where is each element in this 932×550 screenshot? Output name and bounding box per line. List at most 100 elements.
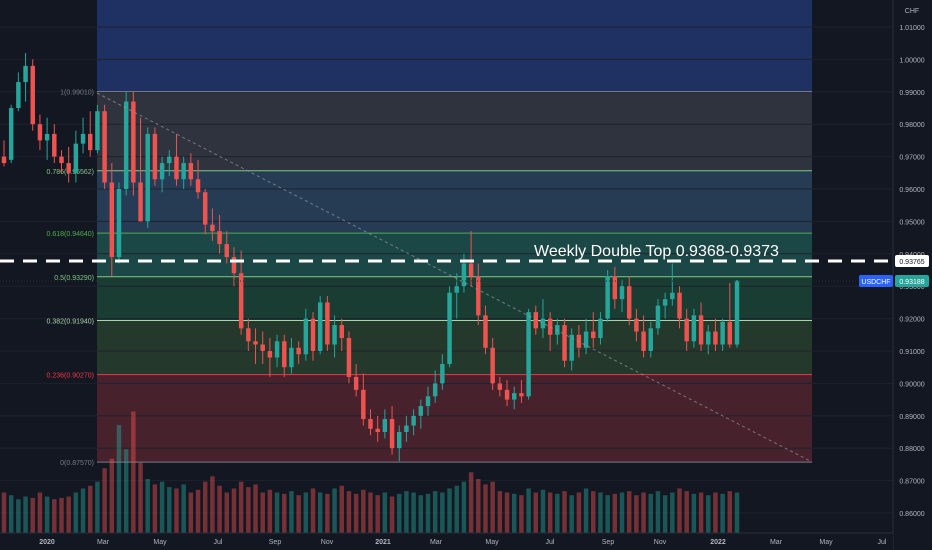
candles <box>1 52 740 462</box>
candle-body <box>569 334 574 361</box>
volume-bar <box>368 492 373 533</box>
candle-body <box>648 328 653 351</box>
time-tick-label: Jul <box>214 539 223 546</box>
candle-body <box>634 318 639 332</box>
fib-levels: 1(0.99010)0.786(0.96562)0.618(0.94640)0.… <box>47 89 812 467</box>
candle-body <box>490 347 495 384</box>
volume-bar <box>490 481 495 533</box>
candle-body <box>533 312 539 329</box>
volume-bar <box>145 479 150 533</box>
volume-bar <box>131 411 136 533</box>
time-tick-label: 2022 <box>710 539 726 546</box>
resistance-price-tag <box>895 255 929 267</box>
fib-label: 0.618(0.94640) <box>47 231 94 238</box>
candle-body <box>80 133 86 144</box>
time-tick-label: May <box>819 539 833 546</box>
time-tick-label: Nov <box>321 539 334 546</box>
volume-bar <box>167 487 172 533</box>
fib-zone <box>97 276 812 321</box>
candle-body <box>389 419 395 449</box>
fib-zones <box>97 0 812 463</box>
candle-body <box>246 328 251 342</box>
volume-bar <box>188 492 194 533</box>
candle-body <box>447 292 452 364</box>
double-top-annotation[interactable]: Weekly Double Top 0.9368-0.9373 <box>534 243 779 260</box>
volume-bar <box>30 497 35 533</box>
candle-body <box>296 347 301 355</box>
price-tick-label: 0.91000 <box>899 349 924 356</box>
volume-bar <box>504 492 510 533</box>
candle-body <box>274 341 280 358</box>
volume-bar <box>8 495 14 533</box>
volume-bar <box>591 491 596 533</box>
volume-bar <box>540 489 546 533</box>
resistance-price-label: 0.93765 <box>899 259 924 266</box>
candle-body <box>727 321 733 345</box>
volume-bar <box>555 493 560 533</box>
candle-body <box>684 318 689 342</box>
price-tick-label: 0.96000 <box>899 187 924 194</box>
candle-body <box>418 406 424 416</box>
candle-body <box>59 156 64 164</box>
volume-bar <box>217 485 222 533</box>
time-tick-label: Nov <box>654 539 667 546</box>
candle-body <box>37 124 43 141</box>
volume-bar <box>634 495 639 533</box>
fib-zone <box>97 374 812 463</box>
candle-body <box>591 331 596 339</box>
currency-label: CHF <box>905 8 919 15</box>
symbol-tag[interactable] <box>859 275 893 287</box>
candle-body <box>375 428 380 432</box>
time-tick-label: May <box>153 539 167 546</box>
time-tick-label: Jul <box>546 539 555 546</box>
volume-bar <box>260 492 265 533</box>
volume-bar <box>476 479 481 533</box>
volume-bar <box>713 492 718 533</box>
candle-body <box>289 347 294 368</box>
volume-bar <box>382 492 388 533</box>
candle-body <box>303 318 309 355</box>
volume-bar <box>497 491 503 533</box>
candle-body <box>145 133 150 222</box>
price-tick-label: 1.00000 <box>899 57 924 64</box>
candle-body <box>224 244 230 258</box>
candle-body <box>16 82 21 108</box>
volume-bar <box>361 489 366 533</box>
volume-bar <box>332 488 337 533</box>
volume-bar <box>389 496 395 533</box>
fib-label: 0(0.87570) <box>60 460 94 467</box>
candle-body <box>152 133 158 180</box>
volume-bar <box>353 493 359 533</box>
last-price-label: 0.93188 <box>899 279 924 286</box>
volume-bar <box>310 488 316 533</box>
candle-body <box>30 65 35 125</box>
volume-bar <box>296 495 301 533</box>
candle-body <box>95 111 100 151</box>
volume-bar <box>224 492 230 533</box>
volume-bar <box>282 493 287 533</box>
volume-bar <box>102 468 107 533</box>
candle-body <box>131 101 136 183</box>
volume-bar <box>706 495 711 533</box>
candle-body <box>325 302 330 345</box>
volume-bar <box>662 495 668 533</box>
candle-body <box>253 341 258 345</box>
candle-body <box>238 273 244 329</box>
volume-bar <box>116 425 122 533</box>
volume-bar <box>339 485 344 533</box>
candle-body <box>231 257 237 274</box>
time-axis[interactable]: 2020 Mar May Jul Sep Nov 2021 Mar May Jul Sep Nov 20… <box>0 532 893 550</box>
candle-body <box>504 389 510 400</box>
candle-body <box>260 344 265 351</box>
volume-bar <box>152 484 158 533</box>
volume-bar <box>174 488 179 533</box>
volume-bar <box>138 462 143 533</box>
volume-bar <box>684 491 689 533</box>
candle-body <box>8 108 14 160</box>
volume-bar <box>483 484 488 533</box>
volume-bar <box>533 492 539 533</box>
fib-zone <box>97 320 812 375</box>
volume-bar <box>677 488 682 533</box>
candle-body <box>612 276 618 300</box>
